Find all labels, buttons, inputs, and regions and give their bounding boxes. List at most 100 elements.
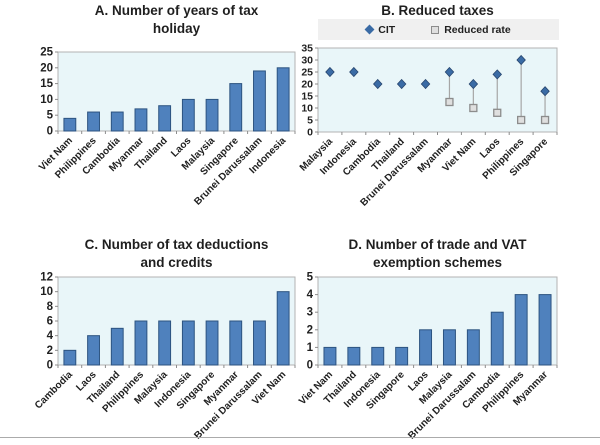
- legend-item-reduced-rate: Reduced rate: [431, 24, 511, 36]
- y-axis-label: 4: [47, 330, 54, 342]
- panel-d-title-line2: exemption schemes: [372, 255, 503, 270]
- legend-label-reduced-rate: Reduced rate: [444, 23, 511, 36]
- panel-b-title: B. Reduced taxes: [318, 2, 557, 20]
- bar: [347, 346, 361, 366]
- y-axis-label: 6: [47, 316, 53, 328]
- panel-b-legend: CIT Reduced rate: [318, 19, 559, 40]
- y-axis-label: 2: [47, 345, 53, 357]
- cit-marker: [349, 66, 359, 78]
- reduced-rate-square-icon: [431, 25, 440, 34]
- cit-marker: [468, 78, 479, 90]
- y-axis-label: 5: [307, 272, 314, 284]
- legend-item-cit: CIT: [364, 23, 396, 36]
- cit-marker: [396, 78, 407, 90]
- panel-a-title: A. Number of years of tax holiday: [58, 2, 295, 38]
- y-axis-label: 8: [47, 301, 54, 313]
- bar: [253, 320, 266, 366]
- bar: [181, 320, 195, 366]
- x-axis-label: Cambodia: [33, 369, 75, 411]
- panel-b-chart: 05101520253035MalaysiaIndonesiaCambodiaT…: [298, 43, 558, 209]
- bar: [253, 70, 266, 132]
- bar: [395, 346, 409, 366]
- bar: [110, 327, 124, 366]
- bar: [181, 98, 195, 132]
- y-axis-label: 20: [40, 62, 53, 74]
- panel-c-title-line2: and credits: [140, 255, 213, 270]
- bar: [276, 291, 290, 366]
- cit-marker: [516, 54, 526, 66]
- y-axis-label: 5: [307, 115, 313, 127]
- y-axis-label: 3: [307, 307, 313, 319]
- y-axis-label: 5: [47, 110, 54, 122]
- panel-c-title-line1: C. Number of tax deductions: [84, 237, 269, 252]
- y-axis-label: 0: [47, 126, 53, 138]
- y-axis-label: 10: [40, 94, 53, 106]
- y-axis-label: 12: [40, 272, 53, 284]
- bar: [134, 108, 148, 132]
- panel-d-title: D. Number of trade and VAT exemption sch…: [318, 236, 557, 272]
- bar: [87, 335, 100, 366]
- y-axis-label: 25: [301, 67, 313, 79]
- bar: [514, 294, 528, 366]
- y-axis-label: 1: [307, 342, 314, 354]
- panel-c-tax-deductions: C. Number of tax deductions and credits …: [0, 222, 300, 445]
- y-axis-label: 10: [301, 103, 313, 115]
- y-axis-label: 4: [307, 289, 314, 301]
- legend-label-cit: CIT: [378, 23, 396, 36]
- panel-a-title-line2: holiday: [152, 21, 201, 36]
- bar: [371, 346, 385, 366]
- bar: [205, 98, 219, 132]
- bar: [63, 349, 77, 366]
- bar: [110, 111, 124, 132]
- cit-marker: [492, 69, 502, 80]
- bar: [205, 320, 219, 366]
- bar: [229, 83, 243, 132]
- y-axis-label: 15: [301, 91, 313, 103]
- y-axis-label: 25: [40, 47, 53, 59]
- panel-c-title: C. Number of tax deductions and credits: [58, 236, 295, 272]
- y-axis-label: 0: [307, 360, 313, 372]
- bar: [63, 117, 77, 132]
- cit-marker: [325, 66, 335, 78]
- panel-a-tax-holiday: A. Number of years of tax holiday 0 5 10 15…: [0, 0, 300, 222]
- bar: [87, 111, 100, 132]
- bar: [158, 105, 172, 132]
- bar: [229, 320, 243, 366]
- y-axis-label: 20: [301, 79, 313, 91]
- reduced-rate-marker: [469, 103, 478, 113]
- bar: [323, 346, 337, 366]
- y-axis-label: 35: [301, 43, 313, 55]
- y-axis-label: 0: [47, 360, 53, 372]
- bar: [466, 329, 480, 366]
- panel-b-reduced-taxes: B. Reduced taxes CIT Reduced rate 0 5 10 15…: [298, 0, 600, 222]
- bar: [276, 67, 290, 132]
- bar: [490, 311, 504, 366]
- y-axis-label: 0: [307, 127, 313, 139]
- cit-marker: [540, 86, 550, 97]
- reduced-rate-marker: [540, 115, 550, 125]
- y-axis-label: 10: [40, 286, 53, 298]
- reduced-rate-marker: [516, 115, 526, 125]
- cit-marker: [444, 66, 455, 78]
- cit-marker: [420, 78, 431, 90]
- cit-marker: [373, 78, 383, 90]
- bar: [442, 329, 456, 366]
- bar: [158, 320, 172, 366]
- panel-d-trade-vat-exemptions: D. Number of trade and VAT exemption sch…: [297, 222, 600, 445]
- reduced-rate-marker: [445, 97, 454, 107]
- panel-d-title-line1: D. Number of trade and VAT: [348, 237, 527, 252]
- y-axis-label: 15: [40, 78, 53, 90]
- bar: [134, 320, 148, 366]
- panel-b-title-line1: B. Reduced taxes: [381, 3, 494, 18]
- bar: [538, 294, 552, 366]
- reduced-rate-marker: [493, 108, 502, 117]
- y-axis-label: 2: [307, 324, 313, 336]
- panel-a-title-line1: A. Number of years of tax: [94, 3, 259, 18]
- y-axis-label: 30: [301, 55, 313, 67]
- bar: [419, 329, 433, 366]
- bottom-divider: [0, 437, 600, 438]
